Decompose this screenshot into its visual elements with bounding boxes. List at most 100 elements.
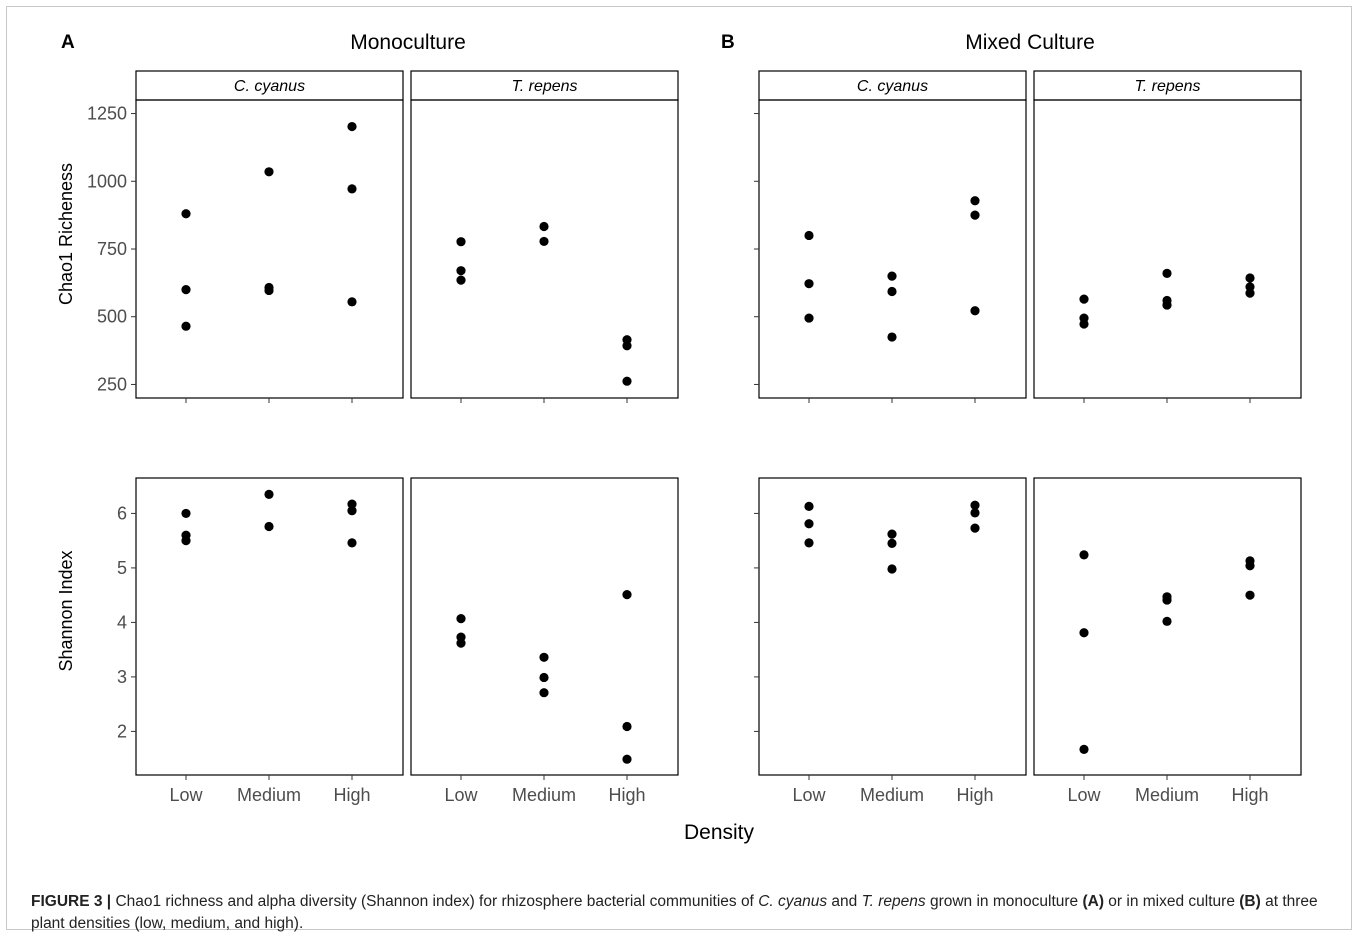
- x-tick-label: Low: [444, 785, 478, 805]
- caption-text-3: grown in monoculture: [925, 893, 1083, 910]
- data-point: [1079, 744, 1089, 754]
- data-point: [181, 536, 191, 546]
- data-point: [456, 275, 466, 285]
- panel-frame: [1033, 477, 1302, 776]
- facet-strip: [410, 70, 679, 101]
- data-point: [456, 638, 466, 648]
- data-point: [970, 523, 980, 533]
- y-tick-label: 5: [117, 558, 127, 578]
- y-tick-label: 2: [117, 721, 127, 741]
- data-point: [1079, 294, 1089, 304]
- caption-species-1: C. cyanus: [758, 893, 828, 910]
- facet-strip-label: T. repens: [1134, 78, 1200, 95]
- y-axis-title-top: Chao1 Richeness: [56, 163, 76, 305]
- x-tick-label: High: [956, 785, 993, 805]
- data-point: [970, 500, 980, 510]
- data-point: [539, 688, 549, 698]
- x-tick-label: Low: [792, 785, 826, 805]
- panel-a-label: A: [61, 32, 75, 53]
- data-point: [347, 297, 357, 307]
- data-point: [347, 121, 357, 132]
- data-point: [181, 508, 191, 519]
- data-point: [264, 489, 274, 499]
- data-point: [347, 184, 357, 194]
- data-point: [622, 754, 632, 764]
- x-tick-label: High: [333, 785, 370, 805]
- data-point: [264, 285, 274, 296]
- data-point: [456, 266, 466, 276]
- data-point: [622, 341, 632, 351]
- data-point: [539, 672, 549, 683]
- data-point: [1245, 288, 1255, 298]
- data-point: [456, 237, 466, 247]
- data-point: [347, 499, 357, 509]
- y-tick-label: 3: [117, 667, 127, 687]
- data-point: [1162, 268, 1172, 278]
- y-tick-label: 1250: [87, 104, 127, 124]
- data-point: [1245, 273, 1255, 283]
- data-point: [804, 230, 814, 241]
- data-point: [264, 167, 274, 177]
- data-point: [1079, 628, 1089, 638]
- x-tick-label: Low: [1067, 785, 1101, 805]
- facet-strip: [135, 70, 404, 101]
- data-point: [622, 376, 632, 386]
- caption-text-1: Chao1 richness and alpha diversity (Shan…: [111, 893, 759, 910]
- data-point: [539, 221, 549, 232]
- y-tick-label: 4: [117, 612, 127, 632]
- facet-strip: [1033, 70, 1302, 101]
- data-point: [970, 306, 980, 316]
- data-point: [1245, 561, 1255, 571]
- x-axis-title: Density: [684, 821, 755, 844]
- y-tick-label: 250: [97, 374, 127, 394]
- data-point: [347, 506, 357, 516]
- x-tick-label: Medium: [512, 785, 576, 805]
- data-point: [887, 286, 897, 297]
- y-tick-label: 750: [97, 239, 127, 259]
- data-point: [264, 521, 274, 532]
- caption-text-4: or in mixed culture: [1104, 893, 1240, 910]
- data-point: [970, 508, 980, 518]
- caption-ref-b: (B): [1239, 893, 1261, 910]
- data-point: [887, 564, 897, 574]
- x-tick-label: Medium: [237, 785, 301, 805]
- panel-a-title: Monoculture: [350, 31, 466, 54]
- data-point: [804, 519, 814, 529]
- caption-text-5: at three plant densities (low, medium, a…: [31, 893, 1318, 932]
- panel-b-title: Mixed Culture: [965, 31, 1095, 54]
- data-point: [622, 590, 632, 600]
- data-point: [1079, 319, 1089, 329]
- data-point: [181, 321, 191, 331]
- data-point: [970, 210, 980, 220]
- x-tick-label: High: [608, 785, 645, 805]
- caption-label: FIGURE 3 |: [31, 893, 112, 910]
- data-point: [970, 196, 980, 206]
- data-point: [887, 538, 897, 548]
- facet-strip-label: C. cyanus: [857, 78, 928, 95]
- data-point: [1245, 590, 1255, 600]
- data-point: [622, 721, 632, 732]
- facet-strip-label: T. repens: [511, 78, 577, 95]
- panel-frame: [135, 99, 404, 399]
- x-tick-label: Medium: [860, 785, 924, 805]
- data-point: [1162, 595, 1172, 605]
- panel-frame: [410, 477, 679, 776]
- data-point: [539, 652, 549, 662]
- data-point: [887, 529, 897, 539]
- data-point: [456, 613, 466, 624]
- data-point: [181, 209, 191, 219]
- data-point: [804, 501, 814, 511]
- figure-frame: A B Monoculture Mixed Culture C. cyanus T. re…: [6, 6, 1352, 932]
- y-tick-label: 1000: [87, 171, 127, 191]
- data-point: [804, 538, 814, 548]
- data-point: [1162, 616, 1172, 626]
- y-axis-title-bottom: Shannon Index: [56, 550, 76, 671]
- data-point: [1079, 550, 1089, 560]
- panel-frame: [1033, 99, 1302, 399]
- data-point: [1162, 300, 1172, 310]
- data-point: [804, 313, 814, 323]
- x-tick-label: Medium: [1135, 785, 1199, 805]
- caption-ref-a: (A): [1082, 893, 1104, 910]
- x-tick-label: Low: [169, 785, 203, 805]
- y-tick-label: 500: [97, 307, 127, 327]
